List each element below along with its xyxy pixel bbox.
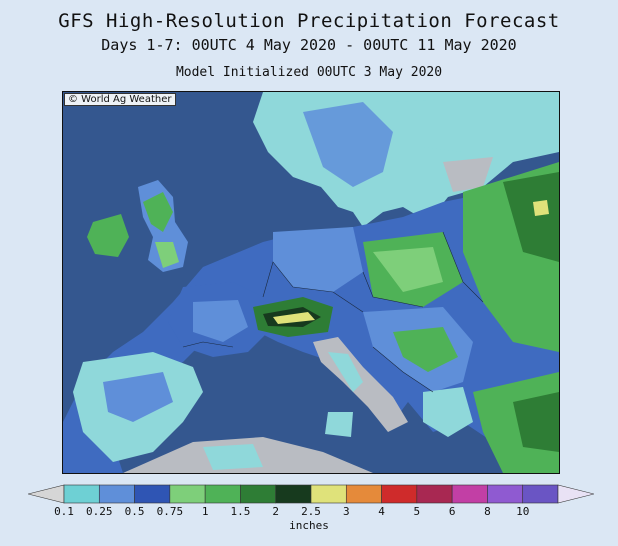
colorbar-tick-label: 2 [272,505,280,518]
balkans-rain [393,327,458,372]
colorbar-cell [451,484,488,504]
colorbar-tick-label: 5 [413,505,421,518]
precipitation-colorbar [28,484,594,504]
precipitation-map [62,91,560,474]
colorbar-tick-label: 1.5 [230,505,251,518]
colorbar-cell [98,484,135,504]
colorbar-cell [381,484,418,504]
italy-rain [328,352,363,392]
greece [423,387,473,437]
copyright-label: © World Ag Weather [64,93,176,106]
colorbar-tick-label: 10 [516,505,530,518]
colorbar-tick-label: 1 [201,505,209,518]
germany [273,227,363,292]
france-rain [193,300,248,342]
colorbar-cell [310,484,347,504]
model-init-time: Model Initialized 00UTC 3 May 2020 [175,65,443,80]
colorbar-tick-label: 4 [378,505,385,518]
colorbar-cells [63,484,559,504]
colorbar-over-arrow [557,484,594,504]
finland-zone [393,97,503,152]
turkey-heavy-rain [513,392,559,452]
country-borders [182,231,484,393]
map-title: GFS High-Resolution Precipitation Foreca… [58,10,560,32]
forecast-period: Days 1-7: 00UTC 4 May 2020 - 00UTC 11 Ma… [101,36,517,54]
north-africa-rain [203,444,263,470]
colorbar-tick-label: 6 [448,505,456,518]
colorbar-cell [522,484,559,504]
eastern-heavy-rain [503,172,559,262]
colorbar-units: inches [289,519,329,532]
central-rain [373,247,443,292]
alps-peak-rain [273,312,315,324]
colorbar-cell [240,484,277,504]
iberia-rain-zone [103,372,173,422]
sardinia [325,412,353,437]
colorbar-tick-label: 8 [484,505,491,518]
colorbar-tick-label: 0.5 [124,505,145,518]
colorbar-cell [416,484,453,504]
colorbar-cell [487,484,524,504]
colorbar-cell [275,484,312,504]
colorbar-cell [345,484,382,504]
map-canvas [63,92,559,473]
colorbar-tick-label: 0.75 [156,505,184,518]
colorbar-tick-label: 0.1 [54,505,74,518]
colorbar-cell [63,484,100,504]
baltic-dry-zone [443,157,493,192]
colorbar-cell [134,484,171,504]
colorbar-tick-label: 2.5 [301,505,321,518]
colorbar-cell [204,484,241,504]
colorbar-tick-label: 3 [342,505,350,518]
eastern-peak-rain [533,200,549,216]
colorbar-under-arrow [28,484,65,504]
ireland [87,214,129,257]
colorbar-cell [169,484,206,504]
england-rain [155,242,179,268]
colorbar-tick-label: 0.25 [86,505,113,518]
scandinavia-rain-zone [303,102,393,187]
scotland-rain [143,192,173,232]
